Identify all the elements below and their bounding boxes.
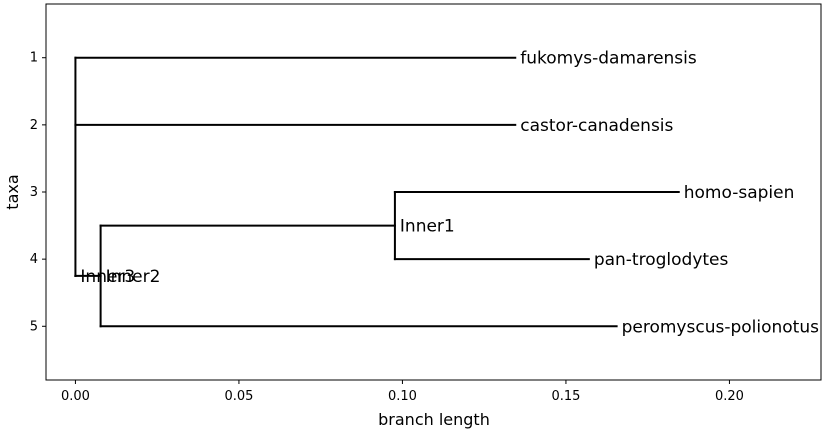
node-label-inner1: Inner1 xyxy=(400,217,455,237)
node-label-pan: pan-troglodytes xyxy=(594,250,729,270)
x-tick-label: 0.10 xyxy=(388,389,417,404)
y-axis: 1 2 3 4 5 xyxy=(30,51,46,334)
node-label-homo: homo-sapien xyxy=(684,183,795,203)
y-tick-label: 1 xyxy=(30,51,38,66)
y-tick-label: 3 xyxy=(30,185,38,200)
x-tick-label: 0.00 xyxy=(61,389,90,404)
node-label-inner2: Inner2 xyxy=(106,267,161,287)
branch-group xyxy=(74,56,680,328)
x-tick-label: 0.20 xyxy=(715,389,744,404)
node-label-inner3: Inner3 xyxy=(80,267,135,287)
y-tick-label: 4 xyxy=(30,252,38,267)
node-label-castor: castor-canadensis xyxy=(520,116,673,136)
x-tick-label: 0.15 xyxy=(551,389,580,404)
y-tick-label: 2 xyxy=(30,118,38,133)
y-tick-label: 5 xyxy=(30,319,38,334)
node-label-peromyscus: peromyscus-polionotus xyxy=(622,317,820,337)
node-label-fukomys: fukomys-damarensis xyxy=(520,49,697,69)
node-label-group: fukomys-damarensis castor-canadensis Inner… xyxy=(80,49,819,338)
x-axis-label: branch length xyxy=(378,410,490,429)
y-axis-label: taxa xyxy=(3,174,22,209)
x-axis: 0.00 0.05 0.10 0.15 0.20 xyxy=(61,380,744,404)
x-tick-label: 0.05 xyxy=(224,389,253,404)
